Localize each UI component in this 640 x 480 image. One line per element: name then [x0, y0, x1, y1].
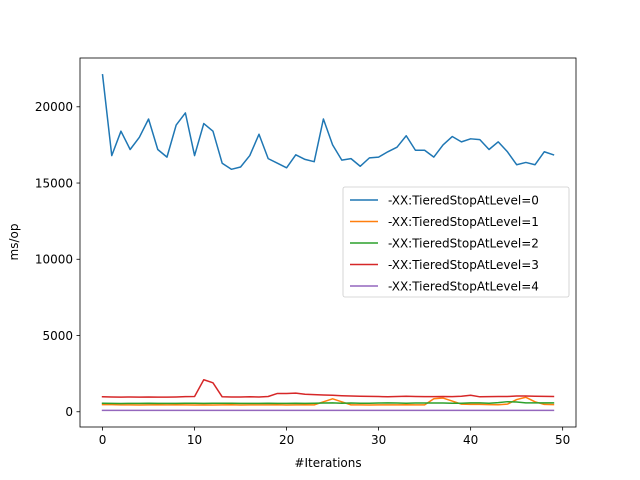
y-tick-label: 10000	[35, 253, 73, 267]
x-tick-label: 30	[371, 433, 386, 447]
y-axis-label: ms/op	[7, 224, 21, 261]
y-tick-label: 20000	[35, 100, 73, 114]
series-layer	[101, 73, 555, 412]
legend-label-level-0: -XX:TieredStopAtLevel=0	[388, 193, 539, 207]
x-tick-label: 10	[187, 433, 202, 447]
x-tick-label: 40	[463, 433, 478, 447]
x-tick-label: 50	[555, 433, 570, 447]
x-axis-label: #Iterations	[294, 456, 361, 470]
legend-label-level-1: -XX:TieredStopAtLevel=1	[388, 215, 539, 229]
axes-frame	[79, 57, 577, 428]
series-line-level-3	[101, 378, 555, 398]
legend-label-level-4: -XX:TieredStopAtLevel=4	[388, 279, 539, 293]
y-tick-label: 5000	[42, 329, 73, 343]
legend-label-level-2: -XX:TieredStopAtLevel=2	[388, 236, 539, 250]
y-axis-ticks: 0 5000 10000 15000 20000	[35, 100, 80, 419]
legend-box	[342, 186, 570, 298]
y-tick-label: 0	[65, 405, 73, 419]
x-tick-label: 0	[99, 433, 107, 447]
series-line-level-2	[101, 400, 555, 405]
y-tick-label: 15000	[35, 176, 73, 190]
series-line-level-1	[101, 396, 555, 406]
series-line-level-0	[101, 73, 555, 171]
legend: -XX:TieredStopAtLevel=0 -XX:TieredStopAtL…	[342, 186, 570, 298]
x-tick-label: 20	[279, 433, 294, 447]
legend-label-level-3: -XX:TieredStopAtLevel=3	[388, 258, 539, 272]
legend-items: -XX:TieredStopAtLevel=0 -XX:TieredStopAtL…	[350, 193, 539, 293]
x-axis-ticks: 0 10 20 30 40 50	[99, 427, 570, 447]
